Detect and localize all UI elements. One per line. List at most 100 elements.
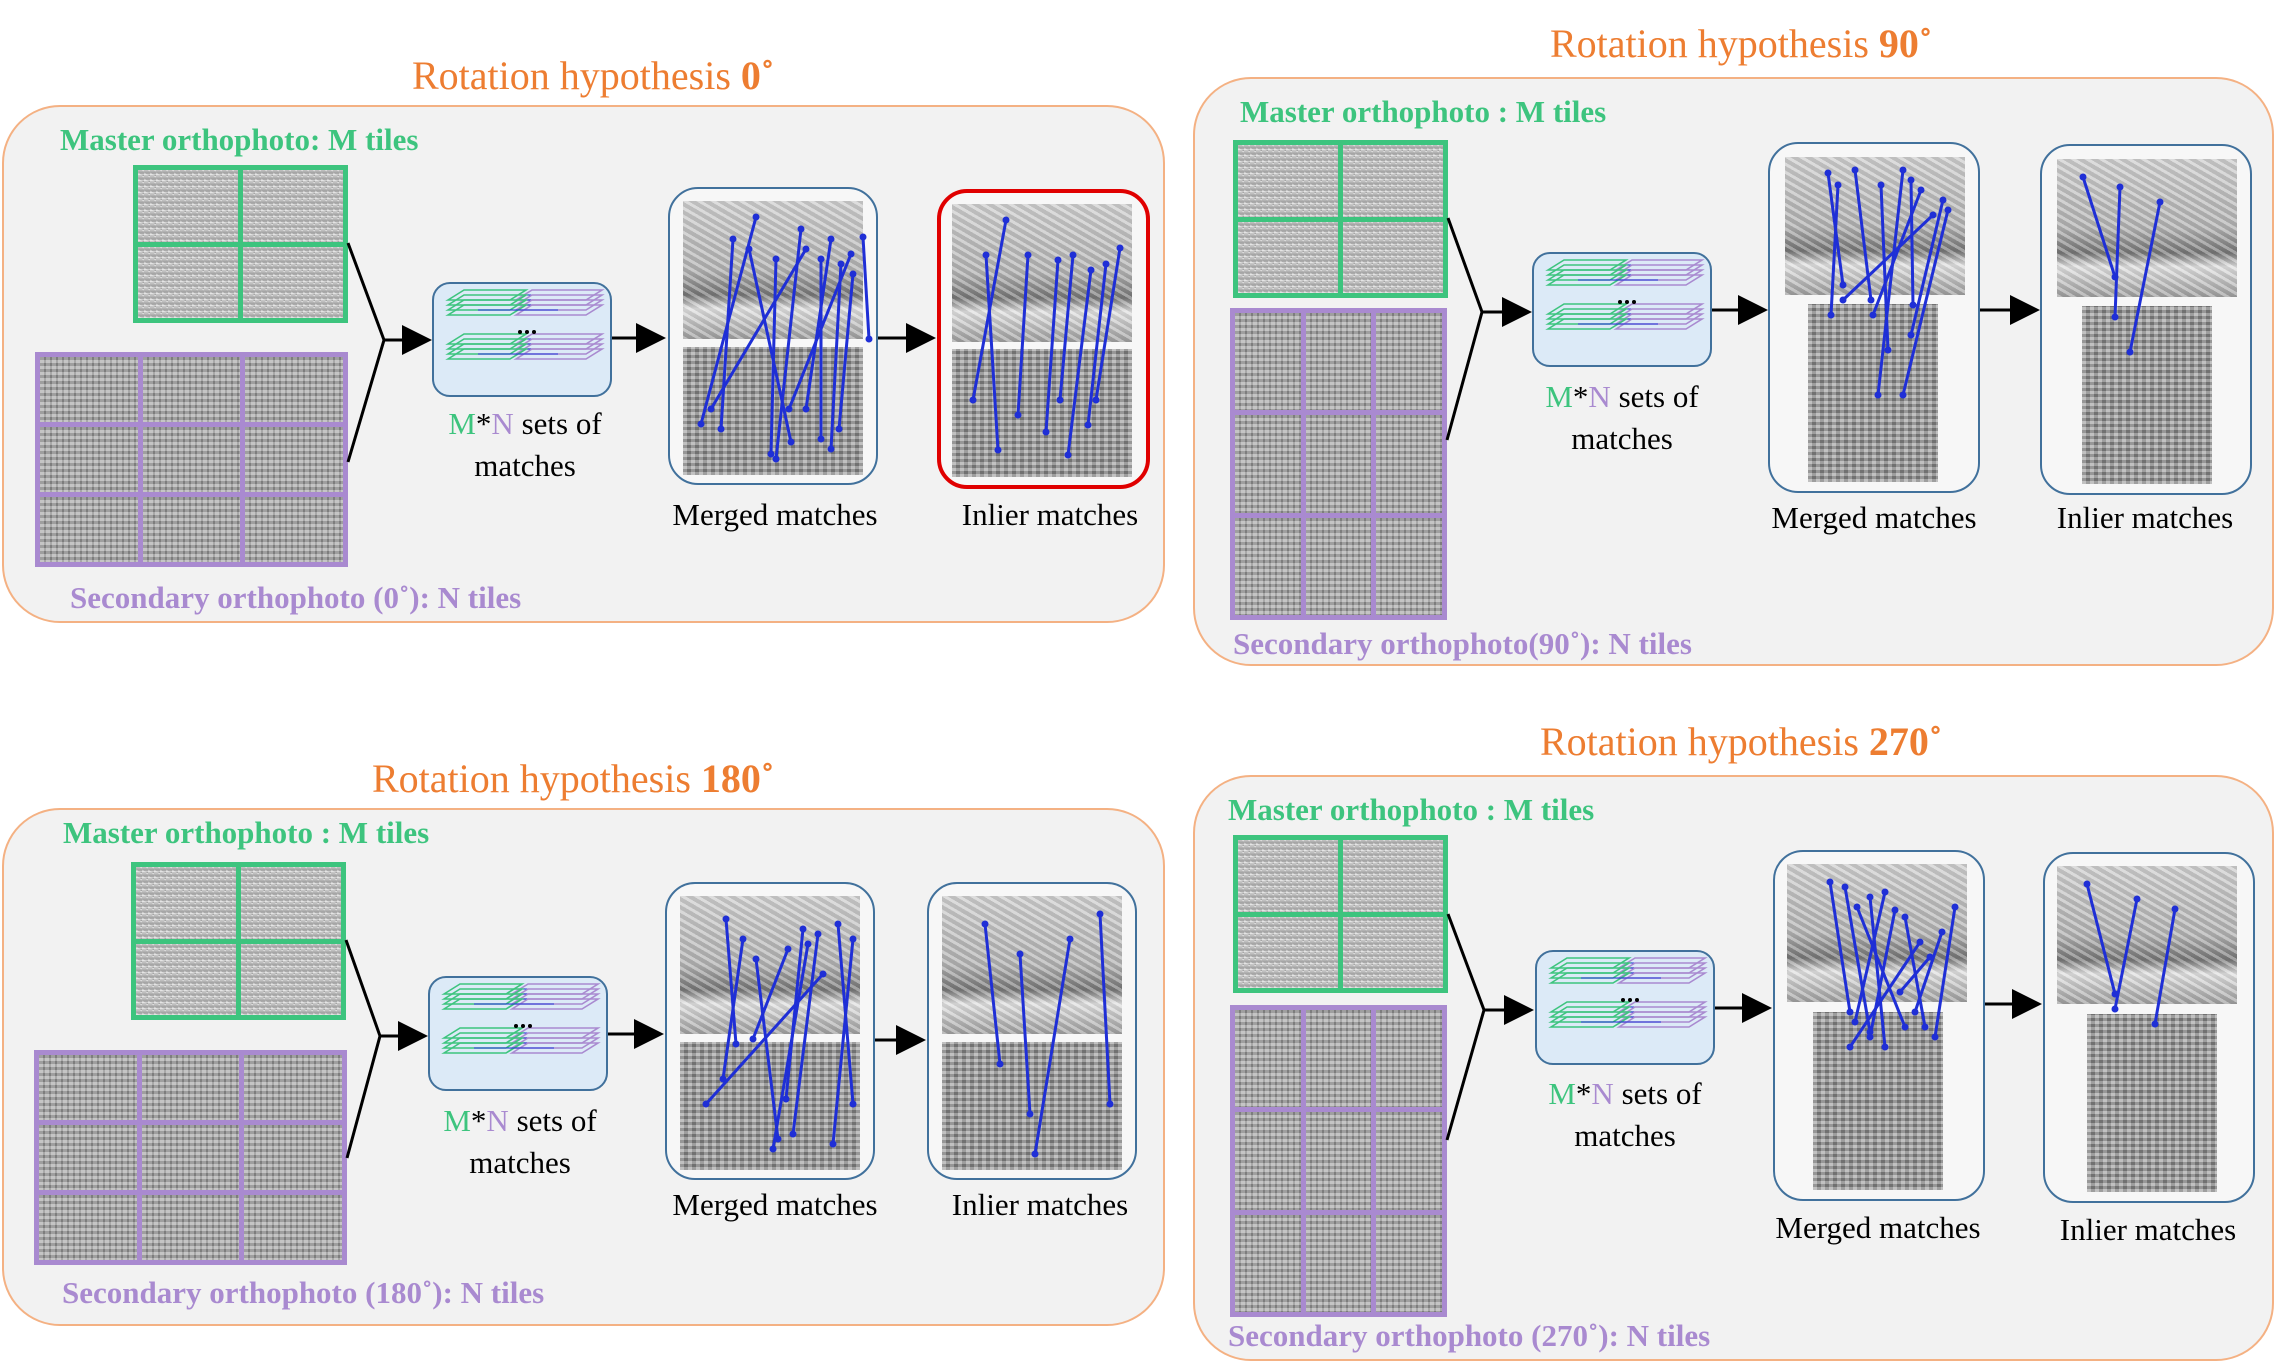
sets-rest: sets of	[508, 1103, 597, 1138]
match-point	[1901, 1023, 1909, 1031]
match-point	[787, 438, 795, 446]
match-point	[729, 235, 737, 243]
panel-270-title-angle: 270˚	[1868, 719, 1943, 764]
match-point	[772, 455, 780, 463]
match-point	[739, 935, 747, 943]
secondary-tile	[1376, 517, 1442, 615]
match-point	[1824, 169, 1832, 177]
panel-0-master-label: Master orthophoto: M tiles	[60, 122, 419, 157]
match-line	[1016, 254, 1030, 416]
master-tile	[136, 867, 236, 939]
match-point	[1899, 166, 1907, 174]
panel-90-arrows	[1445, 217, 2040, 441]
match-point	[1916, 938, 1924, 946]
match-point	[2156, 198, 2164, 206]
match-point	[802, 405, 810, 413]
master-tile	[243, 246, 343, 318]
inlier-master-image	[942, 896, 1122, 1034]
panel-270-merged-caption: Merged matches	[1775, 1210, 1981, 1245]
secondary-layer	[1616, 967, 1708, 979]
sets-line2: matches	[1571, 421, 1673, 456]
panel-270-inlier-box	[2043, 852, 2255, 1203]
match-point	[827, 235, 835, 243]
secondary-tile	[245, 497, 343, 562]
sets-m: M	[1548, 1076, 1576, 1111]
match-point	[732, 1040, 740, 1048]
secondary-tile	[1305, 313, 1372, 411]
panel-270-sets-label: M*N sets of matches	[1505, 1073, 1745, 1157]
match-point	[1042, 428, 1050, 436]
match-point	[1087, 266, 1095, 274]
match-point	[2083, 880, 2091, 888]
sets-line2: matches	[469, 1145, 571, 1180]
ellipsis-dot	[528, 1024, 532, 1028]
match-point	[2133, 895, 2141, 903]
panel-180-master-grid	[131, 862, 346, 1020]
sets-n: N	[486, 1103, 509, 1138]
panel-90-master-grid	[1233, 140, 1448, 298]
match-point	[835, 425, 843, 433]
panel-90-inlier-box	[2040, 144, 2252, 495]
match-line-group	[1826, 878, 1959, 1051]
master-tile	[243, 170, 343, 242]
panel-0-arrows	[346, 242, 936, 463]
match-point	[717, 425, 725, 433]
secondary-tile	[244, 1055, 342, 1120]
match-line	[1933, 906, 1957, 1038]
match-point	[1839, 296, 1847, 304]
match-point	[802, 245, 810, 253]
match-point	[1866, 893, 1874, 901]
secondary-tile	[1305, 1214, 1372, 1312]
match-point	[1839, 281, 1847, 289]
match-point	[1896, 988, 1904, 996]
inlier-secondary-image	[2082, 306, 2212, 484]
match-line	[1853, 891, 1887, 1023]
secondary-tile	[1235, 517, 1301, 615]
match-line-group	[969, 216, 1124, 459]
secondary-tile	[142, 497, 241, 562]
panel-90-title: Rotation hypothesis 90˚	[1550, 20, 1932, 67]
match-line	[771, 943, 810, 1150]
match-point	[1866, 1033, 1874, 1041]
sets-n: N	[1588, 379, 1611, 414]
panel-90-title-text: Rotation hypothesis	[1550, 21, 1879, 66]
merged-master-image	[1785, 157, 1965, 295]
match-line	[751, 948, 790, 1040]
match-point	[819, 970, 827, 978]
sets-star: *	[1572, 379, 1589, 414]
sets-m: M	[443, 1103, 471, 1138]
match-line	[2128, 201, 2162, 353]
match-line	[837, 273, 855, 430]
match-point	[782, 1095, 790, 1103]
match-point	[702, 1100, 710, 1108]
match-line	[1903, 916, 1927, 1028]
ellipsis-dot	[514, 1024, 518, 1028]
match-line	[1848, 941, 1922, 1048]
panel-180-title: Rotation hypothesis 180˚	[372, 755, 774, 802]
match-point	[804, 940, 812, 948]
panel-90-master-label: Master orthophoto : M tiles	[1240, 94, 1607, 129]
match-point	[1877, 181, 1885, 189]
secondary-tile	[1235, 415, 1301, 513]
match-point	[772, 255, 780, 263]
match-line	[984, 254, 1000, 451]
secondary-tile	[244, 1195, 342, 1260]
master-tile	[1343, 840, 1443, 912]
match-point	[707, 405, 715, 413]
match-point	[994, 446, 1002, 454]
secondary-tile	[1235, 1214, 1301, 1312]
match-point	[1106, 1100, 1114, 1108]
master-tile	[241, 943, 341, 1015]
match-line	[1098, 913, 1112, 1105]
match-point	[1096, 910, 1104, 918]
match-point	[1069, 251, 1077, 259]
panel-0-title-text: Rotation hypothesis	[412, 53, 741, 98]
match-line	[719, 238, 735, 430]
match-point	[719, 1075, 727, 1083]
secondary-layer	[509, 1037, 601, 1049]
match-point	[1084, 421, 1092, 429]
secondary-tile	[244, 1125, 342, 1190]
ellipsis-dot	[1635, 998, 1639, 1002]
secondary-tile	[245, 427, 343, 492]
